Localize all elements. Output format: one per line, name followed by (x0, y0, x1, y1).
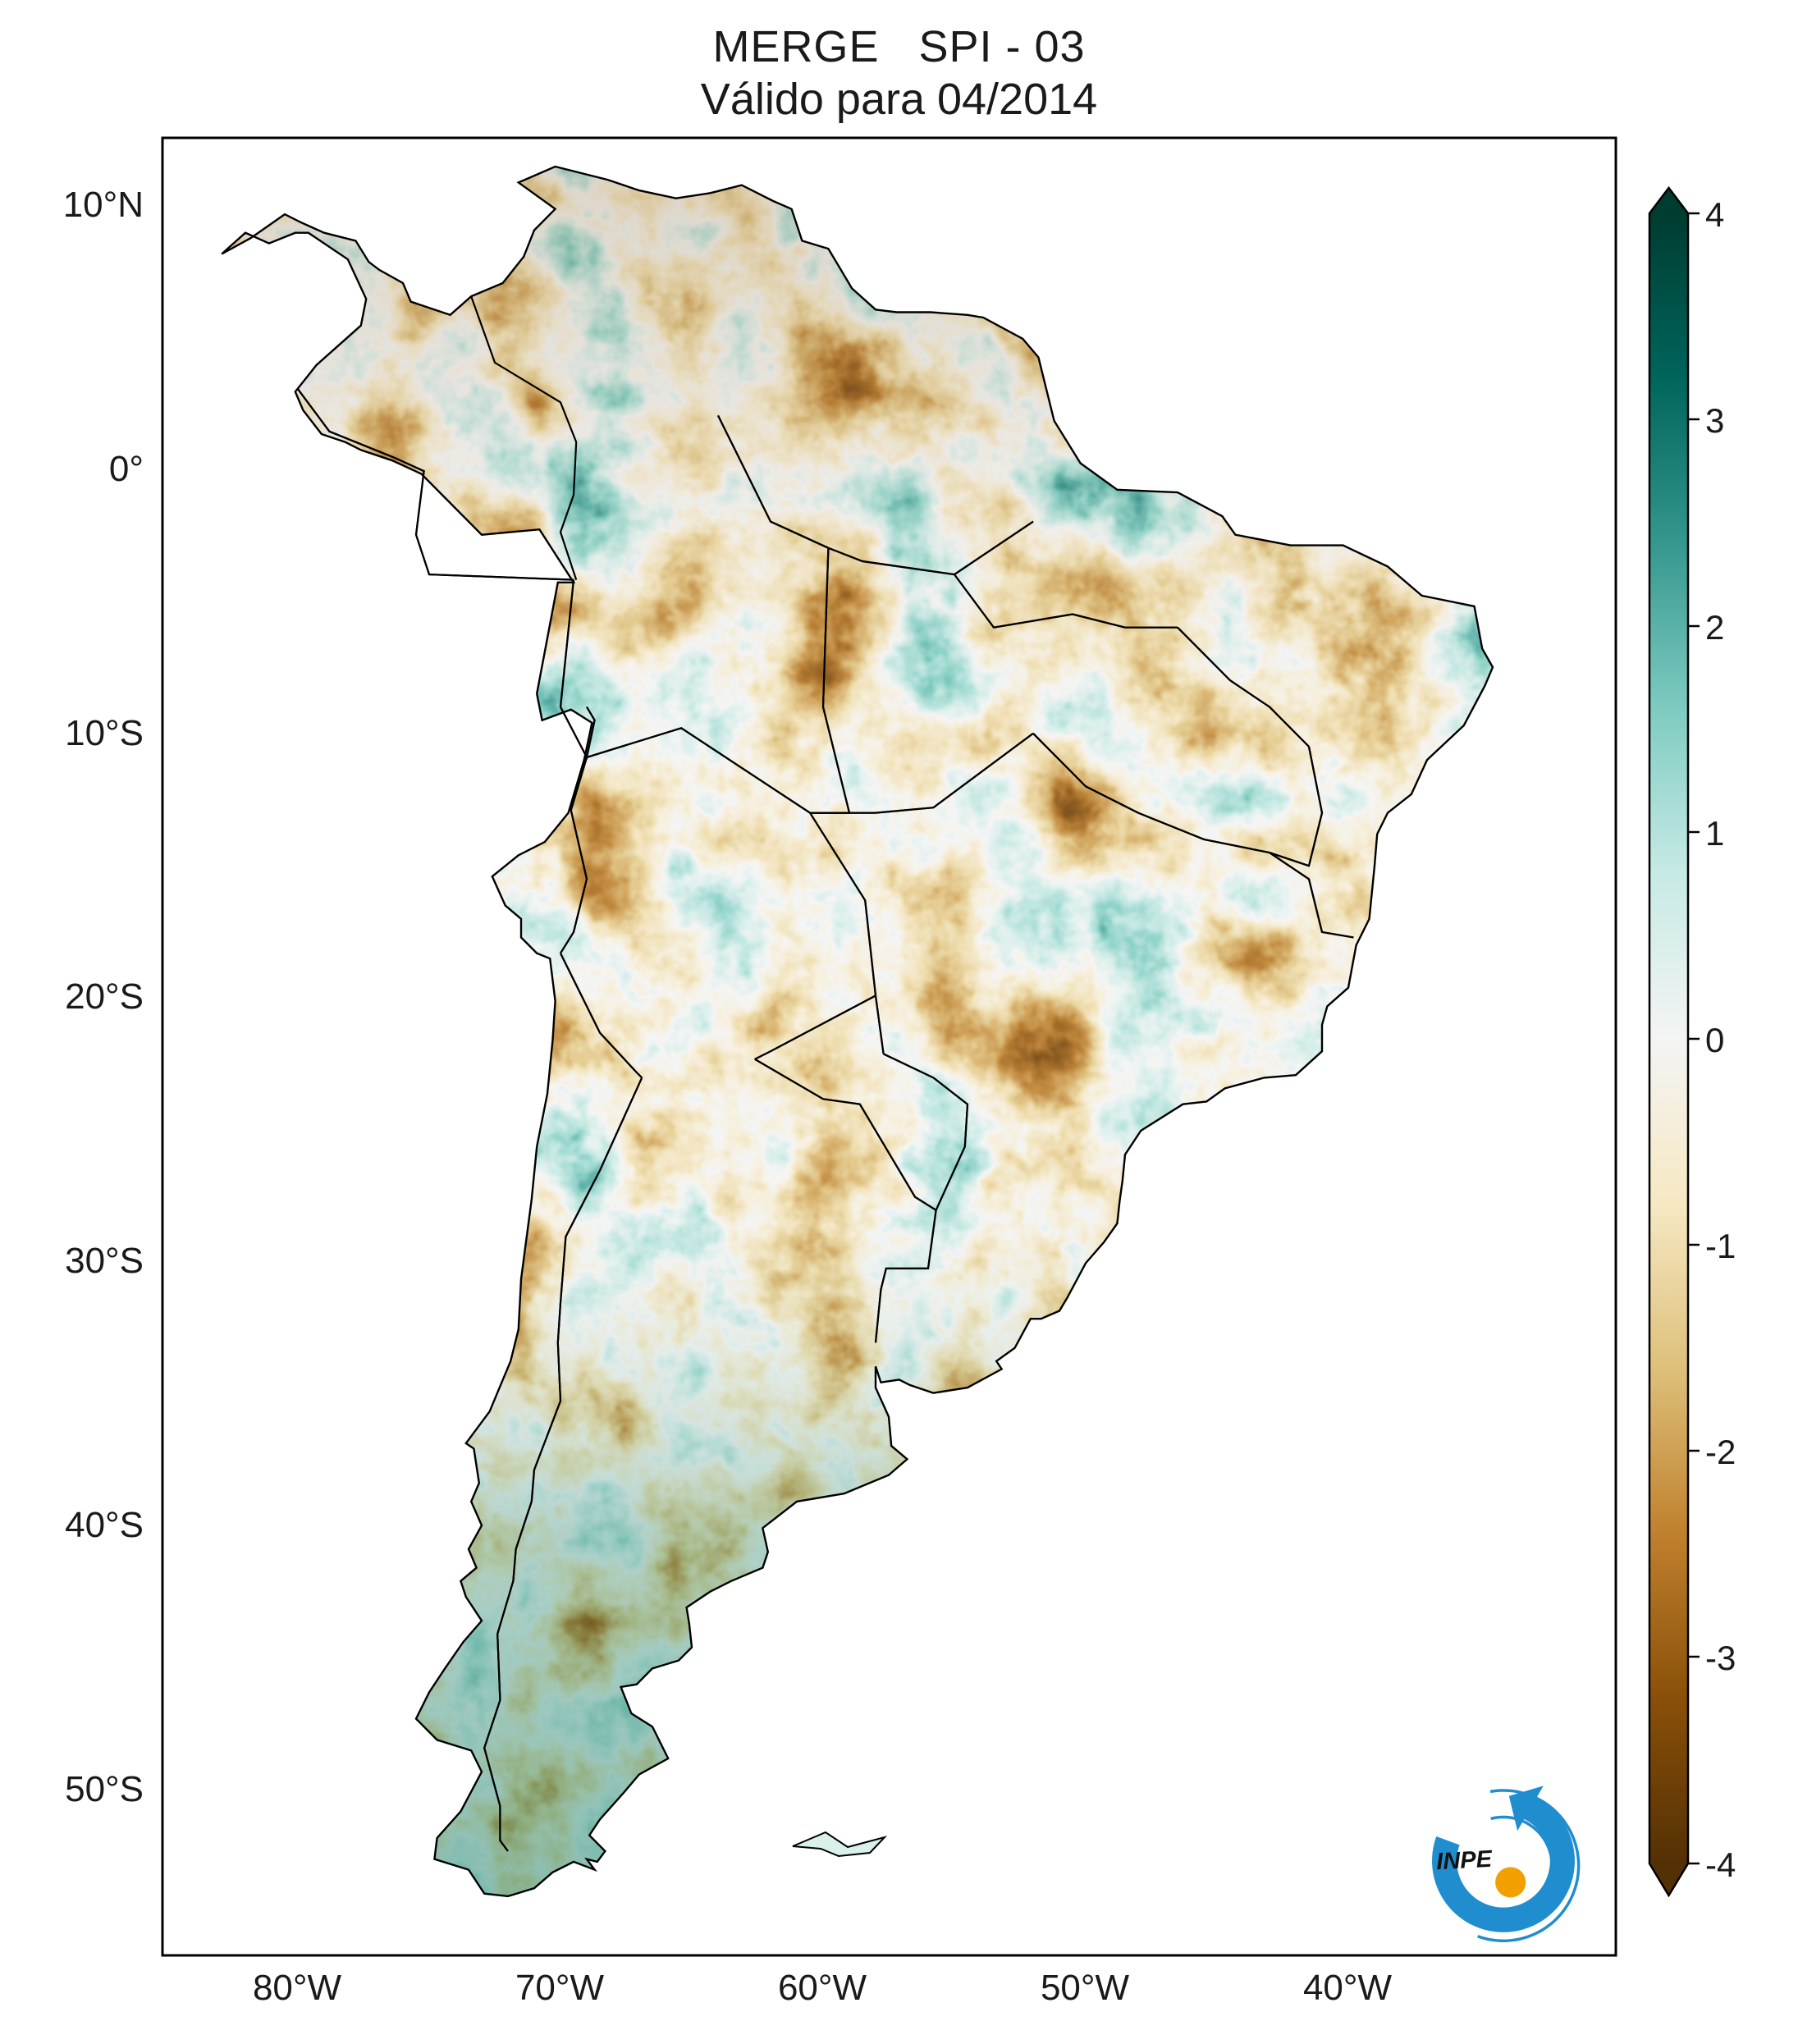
svg-text:2: 2 (1705, 608, 1724, 647)
svg-text:0: 0 (1705, 1021, 1724, 1059)
svg-text:-3: -3 (1705, 1639, 1736, 1677)
svg-text:1: 1 (1705, 814, 1724, 853)
svg-text:-2: -2 (1705, 1433, 1736, 1471)
svg-text:3: 3 (1705, 401, 1724, 440)
svg-text:-1: -1 (1705, 1227, 1736, 1265)
svg-text:4: 4 (1705, 195, 1724, 234)
svg-text:-4: -4 (1705, 1845, 1736, 1884)
svg-text:INPE: INPE (1435, 1846, 1494, 1876)
